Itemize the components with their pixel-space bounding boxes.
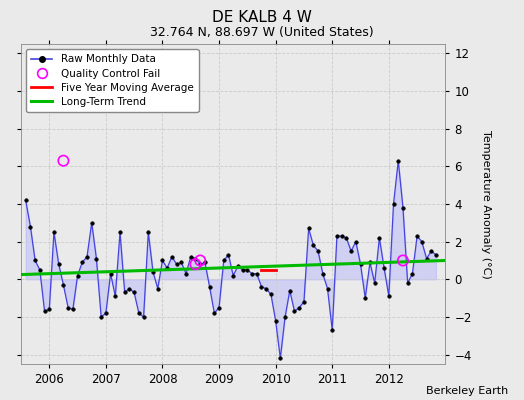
Point [399, 257, 407, 264]
Y-axis label: Temperature Anomaly (°C): Temperature Anomaly (°C) [481, 130, 491, 278]
Point [191, 261, 200, 268]
Legend: Raw Monthly Data, Quality Control Fail, Five Year Moving Average, Long-Term Tren: Raw Monthly Data, Quality Control Fail, … [26, 49, 199, 112]
Text: DE KALB 4 W: DE KALB 4 W [212, 10, 312, 25]
Point [59, 158, 68, 164]
Point [196, 257, 204, 264]
Text: 32.764 N, 88.697 W (United States): 32.764 N, 88.697 W (United States) [150, 26, 374, 39]
Text: Berkeley Earth: Berkeley Earth [426, 386, 508, 396]
